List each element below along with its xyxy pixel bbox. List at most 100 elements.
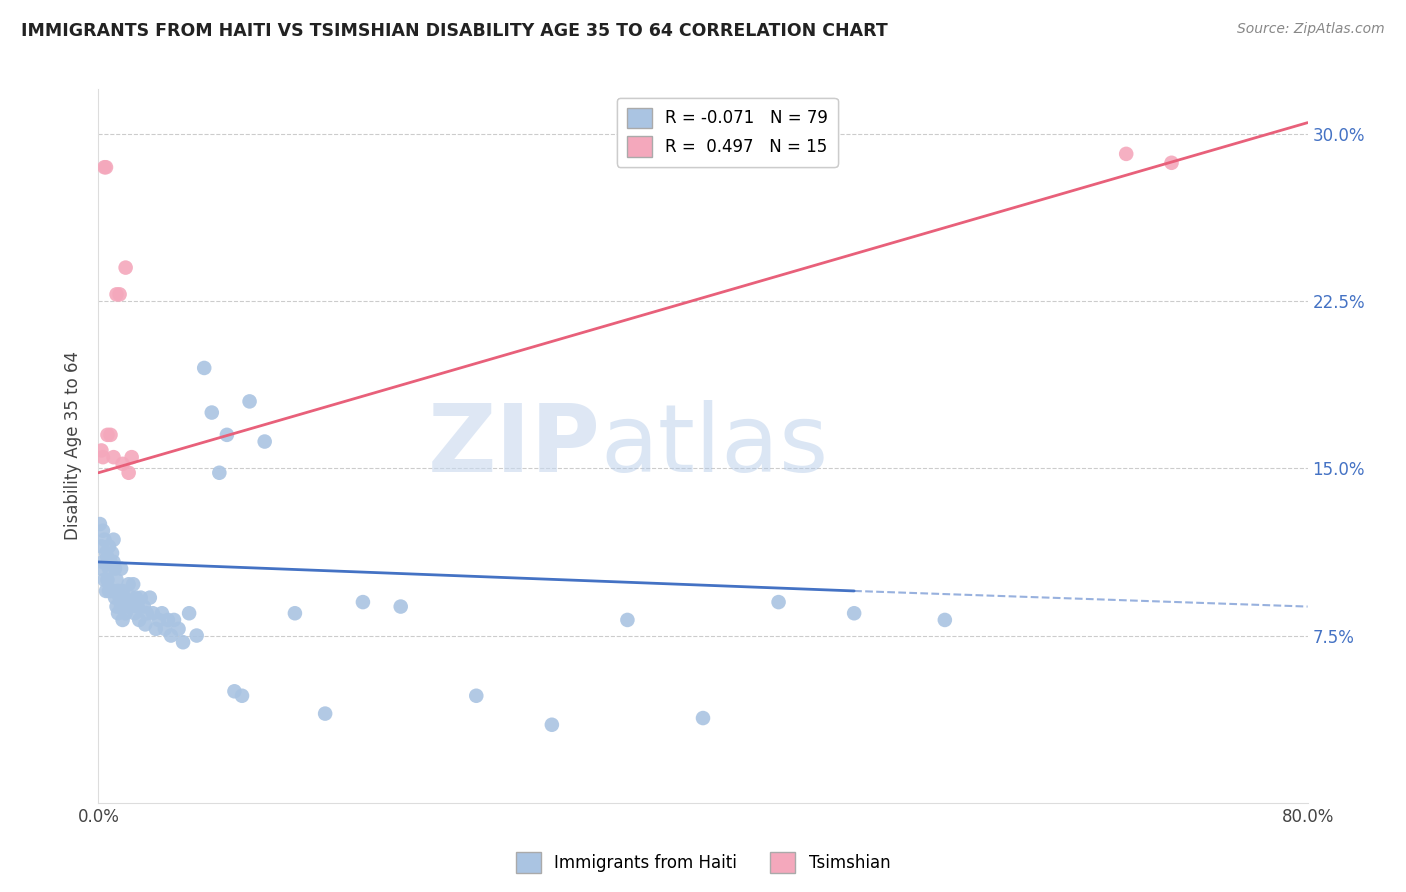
Point — [239, 394, 262, 409]
Point — [100, 555, 122, 569]
Point — [253, 434, 276, 449]
Point — [107, 607, 129, 621]
Point — [120, 599, 142, 614]
Point — [616, 613, 638, 627]
Point — [100, 427, 122, 442]
Point — [103, 583, 125, 598]
Point — [104, 591, 127, 605]
Point — [224, 684, 246, 698]
Point — [314, 706, 336, 721]
Point — [111, 613, 134, 627]
Point — [90, 539, 112, 553]
Point — [100, 583, 122, 598]
Point — [208, 466, 231, 480]
Point — [121, 591, 143, 605]
Point — [103, 450, 125, 464]
Point — [128, 613, 150, 627]
Point — [101, 546, 124, 560]
Point — [114, 260, 136, 275]
Point — [125, 591, 148, 605]
Text: ZIP: ZIP — [427, 400, 600, 492]
Point — [172, 635, 194, 649]
Text: IMMIGRANTS FROM HAITI VS TSIMSHIAN DISABILITY AGE 35 TO 64 CORRELATION CHART: IMMIGRANTS FROM HAITI VS TSIMSHIAN DISAB… — [21, 22, 887, 40]
Point — [1115, 146, 1137, 161]
Point — [129, 591, 152, 605]
Point — [193, 360, 215, 375]
Point — [105, 599, 128, 614]
Point — [148, 613, 170, 627]
Point — [98, 539, 121, 553]
Point — [768, 595, 790, 609]
Point — [98, 562, 121, 576]
Point — [167, 622, 190, 636]
Point — [118, 466, 141, 480]
Point — [111, 457, 134, 471]
Point — [142, 607, 165, 621]
Text: atlas: atlas — [600, 400, 828, 492]
Point — [98, 583, 121, 598]
Point — [108, 287, 131, 301]
Point — [540, 717, 562, 731]
Point — [96, 550, 118, 565]
Point — [156, 613, 179, 627]
Point — [163, 613, 186, 627]
Legend: R = -0.071   N = 79, R =  0.497   N = 15: R = -0.071 N = 79, R = 0.497 N = 15 — [617, 97, 838, 167]
Point — [105, 287, 128, 301]
Point — [124, 607, 146, 621]
Point — [94, 161, 117, 175]
Point — [134, 617, 156, 632]
Point — [114, 607, 136, 621]
Point — [160, 628, 183, 642]
Point — [93, 573, 115, 587]
Point — [111, 583, 134, 598]
Point — [90, 562, 112, 576]
Point — [91, 450, 114, 464]
Point — [692, 711, 714, 725]
Point — [103, 533, 125, 547]
Point — [844, 607, 866, 621]
Point — [139, 591, 162, 605]
Point — [108, 591, 131, 605]
Point — [135, 607, 157, 621]
Point — [150, 607, 173, 621]
Point — [110, 599, 132, 614]
Point — [103, 555, 125, 569]
Point — [179, 607, 201, 621]
Legend: Immigrants from Haiti, Tsimshian: Immigrants from Haiti, Tsimshian — [509, 846, 897, 880]
Point — [132, 599, 155, 614]
Point — [93, 161, 115, 175]
Point — [110, 562, 132, 576]
Point — [934, 613, 956, 627]
Point — [96, 573, 118, 587]
Y-axis label: Disability Age 35 to 64: Disability Age 35 to 64 — [65, 351, 83, 541]
Point — [105, 573, 128, 587]
Point — [215, 427, 238, 442]
Point — [94, 546, 117, 560]
Point — [89, 516, 111, 531]
Point — [91, 524, 114, 538]
Point — [115, 599, 138, 614]
Point — [94, 583, 117, 598]
Point — [90, 443, 112, 458]
Point — [107, 583, 129, 598]
Point — [112, 591, 135, 605]
Point — [186, 628, 208, 642]
Point — [118, 577, 141, 591]
Point — [201, 405, 224, 419]
Point — [465, 689, 488, 703]
Point — [127, 599, 149, 614]
Point — [153, 622, 176, 636]
Point — [1160, 155, 1182, 169]
Point — [389, 599, 412, 614]
Point — [145, 622, 167, 636]
Point — [121, 450, 143, 464]
Point — [122, 577, 145, 591]
Point — [352, 595, 374, 609]
Point — [96, 427, 118, 442]
Point — [231, 689, 253, 703]
Point — [104, 562, 127, 576]
Point — [101, 583, 124, 598]
Text: Source: ZipAtlas.com: Source: ZipAtlas.com — [1237, 22, 1385, 37]
Point — [284, 607, 307, 621]
Point — [91, 555, 114, 569]
